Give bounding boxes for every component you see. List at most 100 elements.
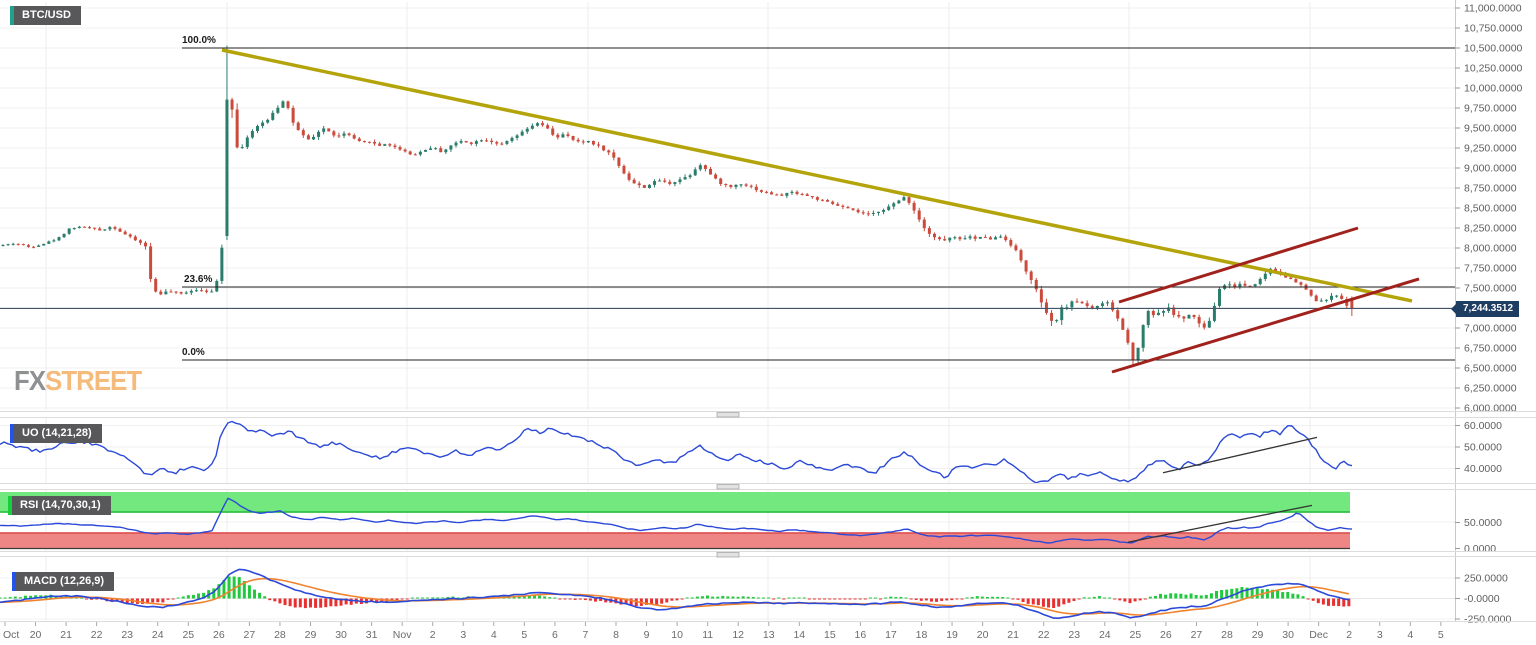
last-price-badge: 7,244.3512: [1450, 301, 1520, 317]
fib-label-0: 0.0%: [182, 347, 205, 358]
svg-text:30: 30: [1282, 629, 1294, 641]
svg-text:9,000.0000: 9,000.0000: [1464, 163, 1517, 175]
svg-text:8,500.0000: 8,500.0000: [1464, 203, 1517, 215]
svg-text:8: 8: [613, 629, 619, 641]
svg-text:2: 2: [1346, 629, 1352, 641]
svg-text:12: 12: [732, 629, 744, 641]
svg-text:24: 24: [1099, 629, 1111, 641]
svg-text:6,750.0000: 6,750.0000: [1464, 343, 1517, 355]
svg-text:28: 28: [274, 629, 286, 641]
svg-text:17: 17: [885, 629, 897, 641]
svg-text:9,500.0000: 9,500.0000: [1464, 123, 1517, 135]
svg-text:23: 23: [121, 629, 133, 641]
rsi-indicator-label[interactable]: RSI (14,70,30,1): [8, 496, 111, 515]
svg-text:21: 21: [1007, 629, 1019, 641]
svg-text:Nov: Nov: [393, 629, 412, 641]
svg-text:29: 29: [305, 629, 317, 641]
svg-text:10,000.0000: 10,000.0000: [1464, 83, 1523, 95]
svg-text:6,250.0000: 6,250.0000: [1464, 383, 1517, 395]
svg-text:15: 15: [824, 629, 836, 641]
svg-text:Oct: Oct: [3, 629, 19, 641]
svg-text:50.0000: 50.0000: [1464, 442, 1502, 454]
svg-text:26: 26: [1160, 629, 1172, 641]
svg-text:21: 21: [60, 629, 72, 641]
svg-text:8,750.0000: 8,750.0000: [1464, 183, 1517, 195]
svg-text:24: 24: [152, 629, 164, 641]
macd-panel-series: [0, 568, 1351, 620]
svg-text:9,750.0000: 9,750.0000: [1464, 103, 1517, 115]
svg-text:11,000.0000: 11,000.0000: [1464, 3, 1522, 15]
svg-text:50.0000: 50.0000: [1464, 517, 1502, 529]
svg-text:11: 11: [702, 629, 713, 641]
fib-label-100: 100.0%: [182, 35, 216, 46]
fib-label-236: 23.6%: [184, 274, 213, 285]
rsi-panel-series: [0, 497, 1353, 544]
candlesticks[interactable]: [1, 45, 1354, 365]
svg-text:6: 6: [552, 629, 558, 641]
svg-text:2: 2: [430, 629, 436, 641]
svg-text:7,500.0000: 7,500.0000: [1464, 283, 1517, 295]
svg-text:20: 20: [30, 629, 42, 641]
watermark-street: STREET: [45, 365, 142, 396]
svg-text:-0.0000: -0.0000: [1464, 593, 1500, 605]
svg-text:-250.0000: -250.0000: [1464, 614, 1511, 626]
svg-text:10,500.0000: 10,500.0000: [1464, 43, 1523, 55]
svg-text:3: 3: [460, 629, 466, 641]
svg-text:25: 25: [182, 629, 194, 641]
svg-text:26: 26: [213, 629, 225, 641]
svg-text:31: 31: [366, 629, 378, 641]
svg-text:0.0000: 0.0000: [1464, 543, 1496, 555]
svg-text:14: 14: [793, 629, 805, 641]
svg-text:60.0000: 60.0000: [1464, 420, 1502, 432]
svg-text:10,750.0000: 10,750.0000: [1464, 23, 1523, 35]
svg-text:5: 5: [521, 629, 527, 641]
panel-resize-grip[interactable]: [716, 552, 740, 558]
panel-resize-grip[interactable]: [716, 484, 740, 490]
svg-text:22: 22: [1038, 629, 1050, 641]
svg-text:7,000.0000: 7,000.0000: [1464, 323, 1517, 335]
svg-text:23: 23: [1068, 629, 1080, 641]
svg-text:18: 18: [916, 629, 928, 641]
svg-text:29: 29: [1252, 629, 1264, 641]
svg-text:3: 3: [1377, 629, 1383, 641]
svg-text:27: 27: [1191, 629, 1203, 641]
panel-separators[interactable]: [0, 411, 1536, 622]
svg-text:8,000.0000: 8,000.0000: [1464, 243, 1517, 255]
svg-text:250.0000: 250.0000: [1464, 573, 1508, 585]
svg-text:40.0000: 40.0000: [1464, 463, 1502, 475]
svg-text:10,250.0000: 10,250.0000: [1464, 63, 1523, 75]
svg-text:22: 22: [91, 629, 103, 641]
svg-text:8,250.0000: 8,250.0000: [1464, 223, 1517, 235]
macd-indicator-label[interactable]: MACD (12,26,9): [12, 572, 115, 591]
drawn-trendlines[interactable]: [221, 48, 1420, 374]
svg-text:7: 7: [583, 629, 589, 641]
svg-text:20: 20: [977, 629, 989, 641]
watermark-fx: FX: [14, 365, 46, 396]
svg-text:6,500.0000: 6,500.0000: [1464, 363, 1517, 375]
fib-level-lines: [0, 47, 1455, 361]
svg-text:5: 5: [1438, 629, 1444, 641]
svg-text:7,750.0000: 7,750.0000: [1464, 263, 1517, 275]
fxstreet-watermark: FXSTREET: [14, 365, 142, 397]
uo-indicator-label[interactable]: UO (14,21,28): [10, 424, 102, 443]
panel-resize-grip[interactable]: [716, 412, 740, 418]
svg-text:10: 10: [671, 629, 683, 641]
svg-text:9,250.0000: 9,250.0000: [1464, 143, 1517, 155]
symbol-label[interactable]: BTC/USD: [10, 6, 81, 25]
svg-text:19: 19: [946, 629, 958, 641]
date-axis[interactable]: Oct 20 21 22 23 24 25 26 27 28 29 30 31 Nov 2 3 4 5 6 7 8 9 10…: [3, 622, 1444, 641]
rsi-bands: [0, 492, 1350, 550]
svg-text:13: 13: [763, 629, 775, 641]
svg-text:4: 4: [491, 629, 497, 641]
svg-text:16: 16: [855, 629, 867, 641]
svg-text:30: 30: [335, 629, 347, 641]
svg-text:Dec: Dec: [1309, 629, 1328, 641]
svg-text:6,000.0000: 6,000.0000: [1464, 403, 1517, 415]
svg-text:28: 28: [1221, 629, 1233, 641]
uo-panel-series: [0, 420, 1353, 484]
svg-text:25: 25: [1130, 629, 1142, 641]
svg-text:27: 27: [244, 629, 256, 641]
